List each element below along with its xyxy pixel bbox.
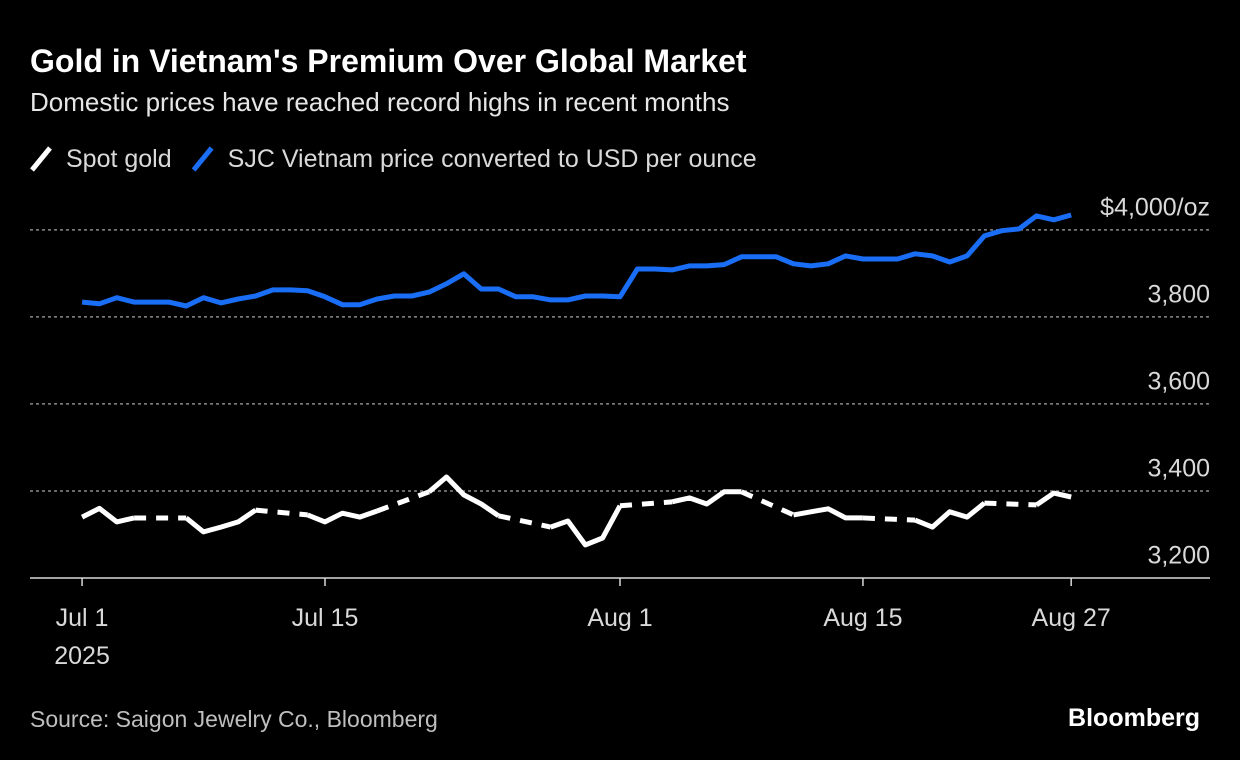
x-tick-label: Aug 27	[1032, 604, 1111, 632]
legend-swatch	[191, 146, 214, 172]
x-tick-label: Jul 1	[56, 604, 109, 632]
series-line	[80, 474, 1072, 548]
y-tick-label: $4,000/oz	[1100, 193, 1210, 221]
chart-subtitle: Domestic prices have reached record high…	[30, 87, 729, 117]
gap-connector	[619, 499, 673, 509]
legend-label: SJC Vietnam price converted to USD per o…	[228, 145, 757, 173]
gap-connector	[497, 513, 552, 530]
legend: Spot gold SJC Vietnam price converted to …	[30, 145, 757, 173]
legend-label: Spot gold	[66, 145, 172, 173]
y-tick-label: 3,800	[1147, 280, 1210, 308]
x-year-label: 2025	[54, 642, 110, 670]
y-tick-label: 3,600	[1147, 368, 1210, 396]
x-tick-label: Aug 1	[587, 604, 652, 632]
y-tick-label: 3,400	[1147, 455, 1210, 483]
gap-connector	[862, 515, 916, 523]
chart-title: Gold in Vietnam's Premium Over Global Ma…	[30, 43, 747, 79]
legend-swatch	[30, 146, 52, 172]
gap-connector	[740, 489, 795, 518]
source-note: Source: Saigon Jewelry Co., Bloomberg	[30, 706, 438, 732]
x-tick-label: Jul 15	[292, 604, 359, 632]
x-tick-label: Aug 15	[823, 604, 902, 632]
brand-logo: Bloomberg	[1068, 704, 1200, 732]
series-line	[81, 212, 1072, 309]
gap-connector	[984, 500, 1037, 508]
y-tick-label: 3,200	[1147, 542, 1210, 570]
gap-connector	[255, 507, 308, 518]
gap-connector	[376, 489, 430, 514]
